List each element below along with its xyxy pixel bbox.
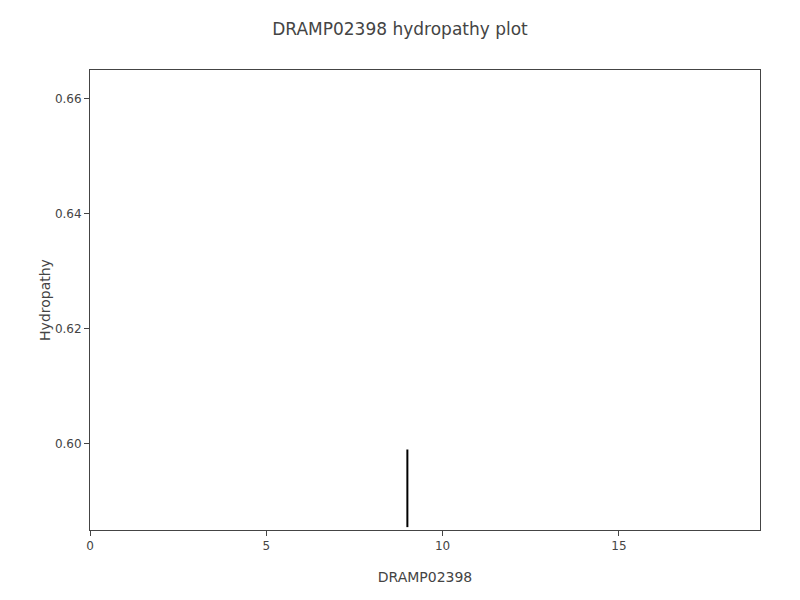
svg-text:0: 0 bbox=[86, 539, 94, 553]
svg-text:0.62: 0.62 bbox=[55, 322, 82, 336]
svg-text:5: 5 bbox=[262, 539, 270, 553]
svg-text:15: 15 bbox=[611, 539, 626, 553]
svg-text:DRAMP02398: DRAMP02398 bbox=[378, 569, 473, 585]
svg-text:0.60: 0.60 bbox=[55, 437, 82, 451]
svg-text:DRAMP02398 hydropathy plot: DRAMP02398 hydropathy plot bbox=[272, 19, 528, 39]
svg-text:0.66: 0.66 bbox=[55, 92, 82, 106]
svg-text:0.64: 0.64 bbox=[55, 207, 82, 221]
svg-text:Hydropathy: Hydropathy bbox=[37, 259, 53, 341]
svg-text:10: 10 bbox=[435, 539, 450, 553]
